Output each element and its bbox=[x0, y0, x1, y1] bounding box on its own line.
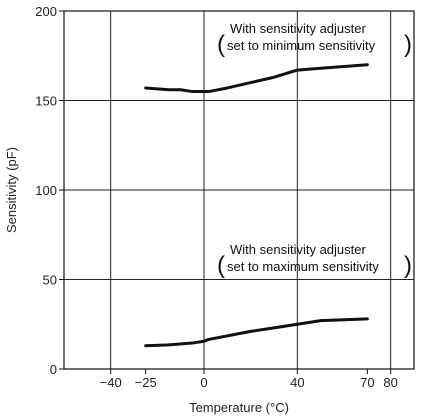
y-axis-title: Sensitivity (pF) bbox=[4, 147, 19, 233]
annotation-min-sensitivity: ( With sensitivity adjuster set to minim… bbox=[217, 21, 412, 58]
annotation-open-paren: ( bbox=[217, 252, 225, 279]
annotation-open-paren: ( bbox=[217, 31, 225, 58]
x-axis-title: Temperature (°C) bbox=[189, 400, 289, 415]
annotation-line-2: set to maximum sensitivity bbox=[227, 259, 379, 274]
x-tick-label: −40 bbox=[100, 375, 122, 390]
x-tick-label: 80 bbox=[383, 375, 397, 390]
series-line-maximum-sensitivity bbox=[144, 317, 369, 348]
annotation-line-1: With sensitivity adjuster bbox=[230, 21, 366, 36]
annotation-max-sensitivity: ( With sensitivity adjuster set to maxim… bbox=[217, 242, 412, 279]
x-tick-label: 0 bbox=[200, 375, 207, 390]
y-tick-label: 200 bbox=[35, 4, 57, 19]
series-line-minimum-sensitivity bbox=[144, 63, 369, 94]
data-series bbox=[144, 63, 369, 348]
y-tick-label: 150 bbox=[35, 94, 57, 109]
y-axis-ticks: 0 50 100 150 200 bbox=[35, 4, 64, 377]
annotation-close-paren: ) bbox=[404, 31, 412, 58]
x-tick-label: −25 bbox=[135, 375, 157, 390]
annotation-line-1: With sensitivity adjuster bbox=[230, 242, 366, 257]
x-tick-label: 70 bbox=[360, 375, 374, 390]
y-tick-label: 0 bbox=[50, 362, 57, 377]
y-tick-label: 50 bbox=[43, 273, 57, 288]
x-axis-ticks: −40 −25 0 40 70 80 bbox=[100, 369, 398, 390]
annotation-close-paren: ) bbox=[404, 252, 412, 279]
annotation-line-2: set to minimum sensitivity bbox=[227, 38, 376, 53]
x-tick-label: 40 bbox=[290, 375, 304, 390]
y-tick-label: 100 bbox=[35, 183, 57, 198]
